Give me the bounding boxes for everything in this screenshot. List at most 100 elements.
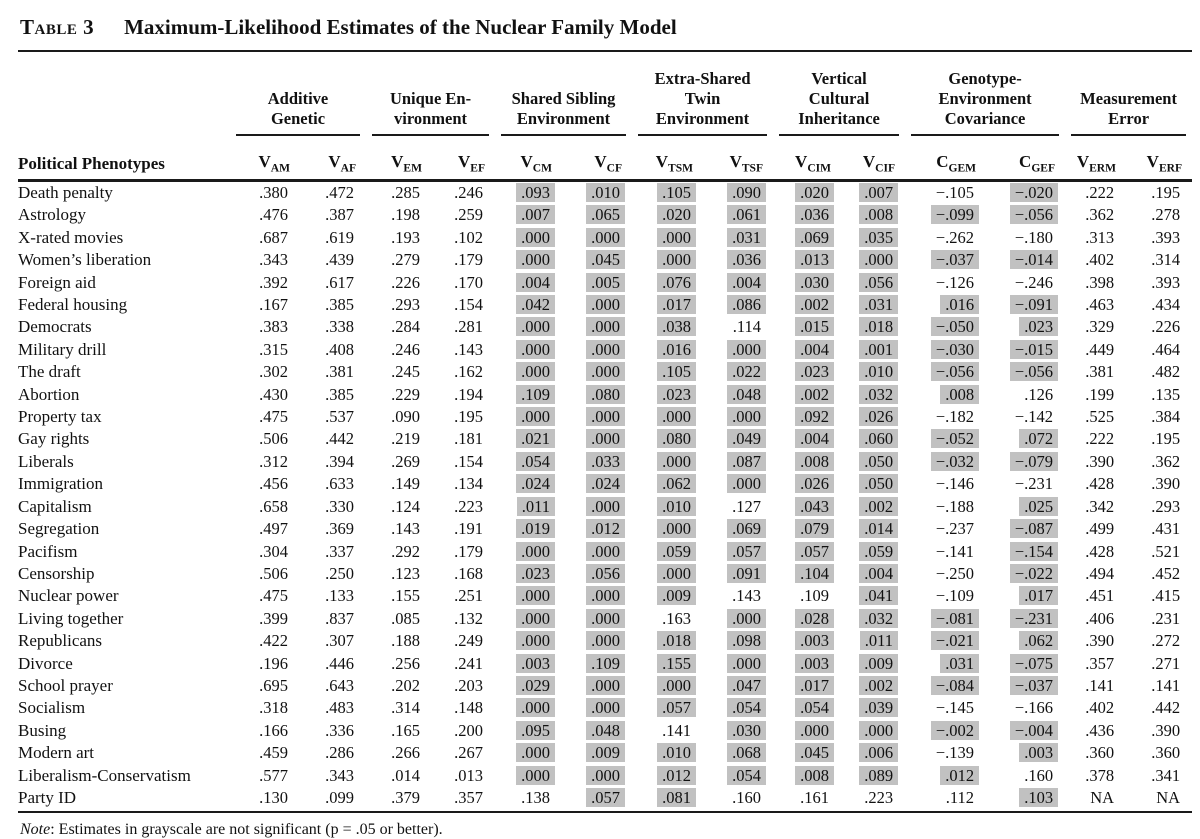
nonsignificant-value: .048 xyxy=(586,720,626,740)
phenotype-cell: Abortion xyxy=(18,384,80,404)
value-cell: .000 xyxy=(495,697,562,719)
value-cell: .031 xyxy=(905,653,986,675)
nonsignificant-value: .010 xyxy=(586,183,626,202)
nonsignificant-value: .030 xyxy=(727,720,767,740)
value-cell: .266 xyxy=(391,743,421,763)
value-cell: .304 xyxy=(259,541,288,561)
nonsignificant-value: −.052 xyxy=(930,429,980,449)
value-cell: .452 xyxy=(1151,563,1181,583)
phenotype-cell: Capitalism xyxy=(18,496,92,516)
nonsignificant-value: .000 xyxy=(516,586,556,606)
value-cell: .054 xyxy=(773,697,841,719)
value-cell: .054 xyxy=(495,451,562,473)
value-cell: .072 xyxy=(986,428,1065,450)
nonsignificant-value: .000 xyxy=(516,317,556,337)
nonsignificant-value: .008 xyxy=(940,384,980,404)
value-cell: .000 xyxy=(495,630,562,652)
value-cell: .525 xyxy=(1085,407,1115,427)
nonsignificant-value: .018 xyxy=(657,631,697,651)
value-cell: .343 xyxy=(325,765,355,785)
value-cell: .002 xyxy=(773,384,841,406)
value-cell: .089 xyxy=(841,765,905,787)
phenotype-cell: Astrology xyxy=(18,205,86,225)
phenotype-cell: Divorce xyxy=(18,653,73,673)
nonsignificant-value: .069 xyxy=(795,227,835,247)
nonsignificant-value: −.002 xyxy=(930,720,980,740)
nonsignificant-value: .000 xyxy=(516,765,556,785)
nonsignificant-value: .009 xyxy=(657,586,697,606)
table-number: Table 3 xyxy=(20,15,95,39)
phenotype-cell: Censorship xyxy=(18,563,95,583)
value-cell: .330 xyxy=(325,496,355,516)
nonsignificant-value: .045 xyxy=(795,743,835,763)
value-cell: .687 xyxy=(259,227,288,247)
value-cell: .278 xyxy=(1151,205,1181,225)
value-cell: −.056 xyxy=(986,361,1065,383)
column-header-vcim: VCIM xyxy=(773,136,842,182)
nonsignificant-value: .038 xyxy=(657,317,697,337)
value-cell: .249 xyxy=(454,631,484,651)
value-cell: .422 xyxy=(259,631,288,651)
value-cell: −.146 xyxy=(935,474,975,494)
value-cell: .011 xyxy=(495,496,562,518)
value-cell: .456 xyxy=(259,474,288,494)
value-cell: .143 xyxy=(732,586,762,606)
value-cell: .109 xyxy=(800,586,830,606)
value-cell: .357 xyxy=(454,787,484,807)
table-row: Liberals .312 .394 .269 .154 .054 .033 .000 .087… xyxy=(18,451,1192,473)
value-cell: .001 xyxy=(841,339,905,361)
value-cell: .000 xyxy=(562,697,632,719)
value-cell: .256 xyxy=(391,653,421,673)
nonsignificant-value: .000 xyxy=(586,429,626,449)
value-cell: .449 xyxy=(1085,339,1115,359)
nonsignificant-value: .081 xyxy=(657,787,697,807)
value-cell: .065 xyxy=(562,204,632,226)
nonsignificant-value: .002 xyxy=(795,295,835,315)
nonsignificant-value: .003 xyxy=(795,653,835,673)
value-cell: .381 xyxy=(1085,362,1115,382)
nonsignificant-value: .017 xyxy=(1019,586,1059,606)
value-cell: .013 xyxy=(454,765,484,785)
nonsignificant-value: .000 xyxy=(586,675,626,695)
value-cell: .026 xyxy=(841,406,905,428)
nonsignificant-value: .018 xyxy=(859,317,899,337)
nonsignificant-value: .057 xyxy=(586,787,626,807)
nonsignificant-value: .000 xyxy=(516,698,556,718)
value-cell: −.141 xyxy=(935,541,975,561)
value-cell: .130 xyxy=(259,787,288,807)
nonsignificant-value: .076 xyxy=(657,272,697,292)
value-cell: −.052 xyxy=(905,428,986,450)
value-cell: .000 xyxy=(495,541,562,563)
value-cell: .123 xyxy=(391,563,421,583)
value-cell: −.056 xyxy=(905,361,986,383)
nonsignificant-value: .000 xyxy=(859,250,899,270)
value-cell: .000 xyxy=(703,473,773,495)
value-cell: .241 xyxy=(454,653,484,673)
value-cell: .062 xyxy=(632,473,703,495)
value-cell: .009 xyxy=(841,653,905,675)
value-cell: .143 xyxy=(391,519,421,539)
table-row: Censorship .506 .250 .123 .168 .023 .056 .000 .0… xyxy=(18,563,1192,585)
nonsignificant-value: .000 xyxy=(586,227,626,247)
value-cell: .179 xyxy=(454,250,484,270)
value-cell: .006 xyxy=(841,742,905,764)
value-cell: .442 xyxy=(325,429,355,449)
value-cell: .000 xyxy=(562,428,632,450)
nonsignificant-value: .020 xyxy=(657,205,697,225)
value-cell: .483 xyxy=(325,698,355,718)
value-cell: .341 xyxy=(1151,765,1181,785)
value-cell: .054 xyxy=(703,697,773,719)
value-cell: .162 xyxy=(454,362,484,382)
value-cell: .357 xyxy=(1085,653,1115,673)
value-cell: .219 xyxy=(391,429,421,449)
value-cell: −.231 xyxy=(1014,474,1054,494)
table-row: Segregation .497 .369 .143 .191 .019 .012 .000.… xyxy=(18,518,1192,540)
nonsignificant-value: .062 xyxy=(1019,631,1059,651)
value-cell: .302 xyxy=(259,362,288,382)
value-cell: .002 xyxy=(841,675,905,697)
value-cell: −.032 xyxy=(905,451,986,473)
nonsignificant-value: .000 xyxy=(859,720,899,740)
value-cell: .393 xyxy=(1151,227,1181,247)
nonsignificant-value: .062 xyxy=(657,474,697,494)
